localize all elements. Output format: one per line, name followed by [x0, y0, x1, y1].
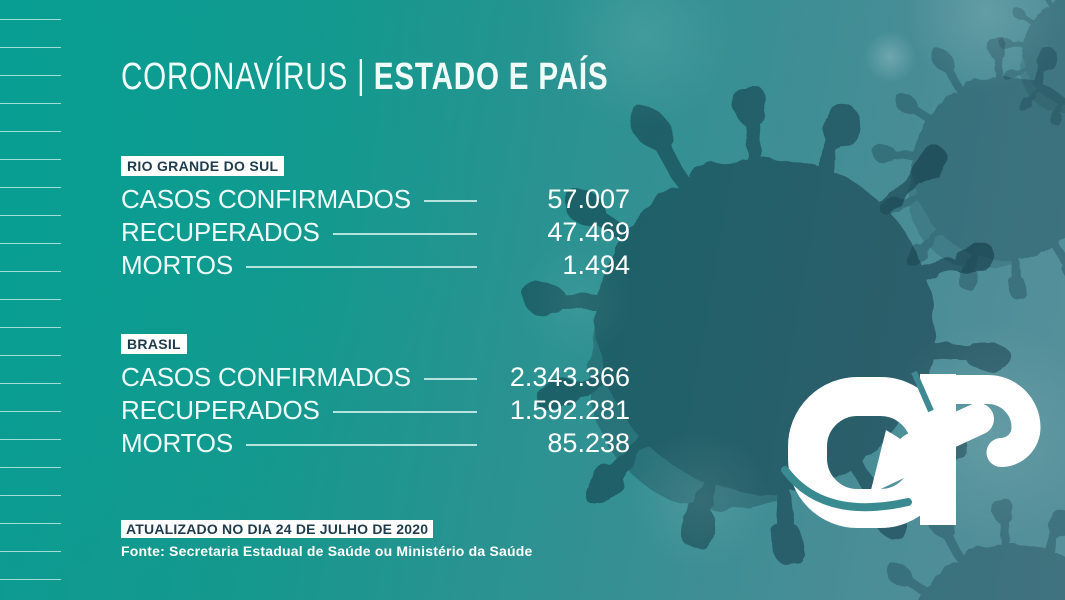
- stat-label: MORTOS: [121, 250, 233, 280]
- logo-p-loop: [933, 375, 1041, 467]
- stat-value: 2.343.366: [509, 362, 630, 392]
- stat-label: RECUPERADOS: [121, 217, 320, 247]
- leader-line: [245, 443, 477, 446]
- stat-value: 47.469: [547, 217, 630, 247]
- leader-line: [332, 410, 477, 413]
- section-badge: BRASIL: [121, 334, 187, 354]
- section-badge: RIO GRANDE DO SUL: [121, 156, 285, 176]
- leader-line: [332, 232, 477, 235]
- leader-line: [423, 377, 477, 380]
- stat-rows: CASOS CONFIRMADOS 2.343.366 RECUPERADOS …: [121, 361, 630, 460]
- leader-line: [245, 265, 477, 268]
- gp-logo: [781, 370, 1041, 528]
- stat-row-recuperados: RECUPERADOS 1.592.281: [121, 394, 630, 427]
- footer: ATUALIZADO NO DIA 24 DE JULHO DE 2020 Fo…: [121, 520, 532, 559]
- stat-row-recuperados: RECUPERADOS 47.469: [121, 216, 630, 249]
- stat-rows: CASOS CONFIRMADOS 57.007 RECUPERADOS 47.…: [121, 183, 630, 282]
- stat-row-mortos: MORTOS 85.238: [121, 427, 630, 460]
- stat-label: CASOS CONFIRMADOS: [121, 362, 411, 392]
- updated-date-badge: ATUALIZADO NO DIA 24 DE JULHO DE 2020: [121, 520, 434, 538]
- source-credit: Fonte: Secretaria Estadual de Saúde ou M…: [121, 543, 533, 559]
- section-brasil: BRASIL CASOS CONFIRMADOS 2.343.366 RECUP…: [121, 334, 630, 460]
- stat-label: CASOS CONFIRMADOS: [121, 184, 411, 214]
- logo-arrow-tip: [870, 430, 938, 494]
- stat-value: 85.238: [547, 428, 630, 458]
- logo-g-crossbar: [897, 403, 994, 465]
- page-title: CORONAVÍRUS ESTADO E PAÍS: [121, 56, 608, 99]
- title-part-coronavirus: CORONAVÍRUS: [121, 56, 349, 98]
- logo-notch-cut: [911, 370, 934, 413]
- title-part-estado-e-pais: ESTADO E PAÍS: [373, 56, 609, 98]
- leader-line: [423, 199, 477, 202]
- stat-value: 1.494: [562, 250, 630, 280]
- stat-row-mortos: MORTOS 1.494: [121, 249, 630, 282]
- stat-label: RECUPERADOS: [121, 395, 320, 425]
- section-rio-grande-do-sul: RIO GRANDE DO SUL CASOS CONFIRMADOS 57.0…: [121, 156, 630, 282]
- logo-swoosh-cut: [781, 466, 912, 512]
- stat-value: 57.007: [547, 184, 630, 214]
- stat-label: MORTOS: [121, 428, 233, 458]
- decorative-line-pattern: [0, 19, 61, 600]
- stat-row-casos-confirmados: CASOS CONFIRMADOS 2.343.366: [121, 361, 630, 394]
- stat-value: 1.592.281: [509, 395, 630, 425]
- title-divider-bar: [359, 59, 363, 96]
- stat-row-casos-confirmados: CASOS CONFIRMADOS 57.007: [121, 183, 630, 216]
